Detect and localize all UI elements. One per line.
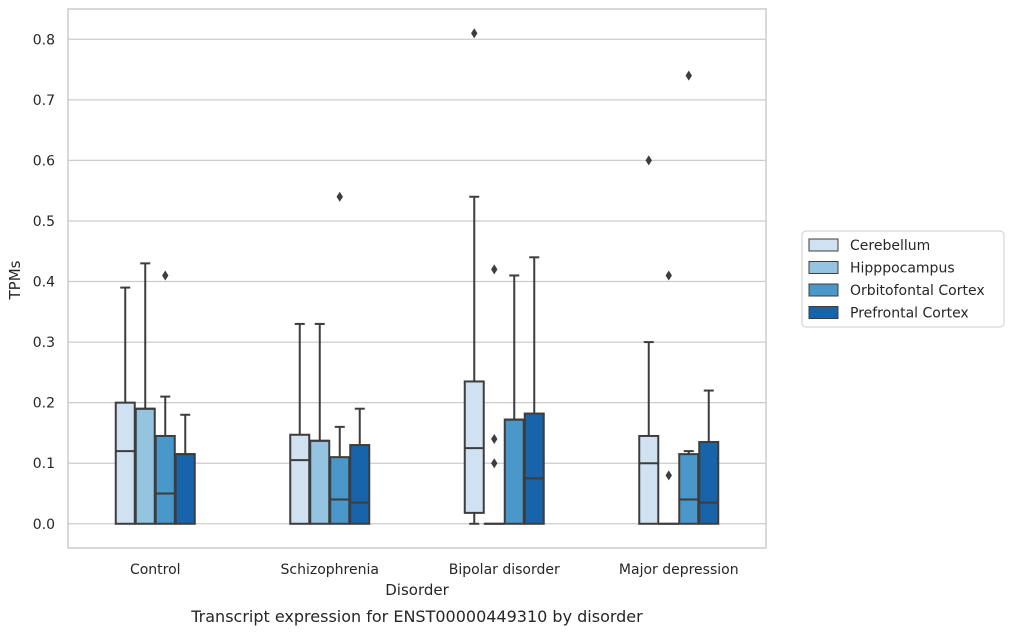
legend-label: Prefrontal Cortex [850,306,969,322]
box-body [349,444,371,525]
box-body [114,401,136,525]
box-prefrontal-cortex [174,413,196,525]
x-tick-label: Bipolar disorder [449,562,560,578]
box-hipppocampus [134,262,156,525]
legend-label: Cerebellum [850,238,930,254]
outlier-marker [471,28,478,39]
chart-caption: Transcript expression for ENST0000044931… [190,607,643,626]
outlier-marker [685,70,692,81]
y-tick-label: 0.2 [33,396,55,412]
box-body [698,441,720,525]
outlier-marker [645,155,652,166]
legend: Cerebellum Hipppocampus Orbitofontal Corte… [801,230,1005,328]
box-body [154,434,176,525]
y-axis-ticks: 0.0 0.1 0.2 0.3 0.4 0.5 0.6 0.7 0.8 [33,32,55,532]
y-tick-label: 0.7 [33,93,55,109]
y-tick-label: 0.4 [33,275,55,291]
box-body [678,453,700,525]
legend-label: Hipppocampus [850,261,955,277]
box-body [174,453,196,525]
y-tick-label: 0.5 [33,214,55,230]
legend-swatch [808,306,839,319]
box-prefrontal-cortex [698,389,720,525]
y-tick-label: 0.3 [33,335,55,351]
box-orbitofontal-cortex [503,274,525,525]
box-cerebellum [463,28,485,525]
legend-swatch [808,283,839,297]
box-hipppocampus [309,322,331,525]
x-tick-label: Control [130,562,181,578]
box-prefrontal-cortex [523,256,545,525]
y-tick-label: 0.0 [33,517,55,533]
outlier-marker [336,191,343,202]
legend-swatch [808,238,839,252]
outlier-marker [491,458,498,469]
box-body [329,456,351,525]
box-body [134,407,156,525]
x-axis-ticks: Control Schizophrenia Bipolar disorder Majo… [130,562,739,578]
y-tick-label: 0.1 [33,456,55,472]
legend-label: Orbitofontal Cortex [850,283,985,299]
y-tick-label: 0.8 [33,32,55,48]
box-prefrontal-cortex [349,407,371,525]
outlier-marker [665,470,672,481]
x-tick-label: Major depression [619,562,739,578]
y-tick-label: 0.6 [33,153,55,169]
outlier-marker [491,264,498,275]
box-groups [114,28,720,525]
y-axis-label: TPMs [6,260,24,300]
box-body [289,433,311,525]
box-orbitofontal-cortex [154,270,176,525]
box-body [638,434,660,525]
outlier-marker [162,270,169,281]
box-body [523,412,545,525]
x-axis-label: Disorder [385,581,449,599]
box-body [503,418,525,525]
box-cerebellum [114,286,136,525]
box-orbitofontal-cortex [329,191,351,525]
box-orbitofontal-cortex [678,70,700,525]
box-cerebellum [289,322,311,525]
legend-frame [801,230,1005,328]
x-tick-label: Schizophrenia [281,562,379,578]
legend-swatch [808,261,839,274]
plot-frame [67,8,767,549]
outlier-marker [491,433,498,444]
box-hipppocampus [658,270,680,525]
box-cerebellum [638,155,660,525]
box-hipppocampus [483,264,505,525]
box-body [309,439,331,525]
outlier-marker [665,270,672,281]
